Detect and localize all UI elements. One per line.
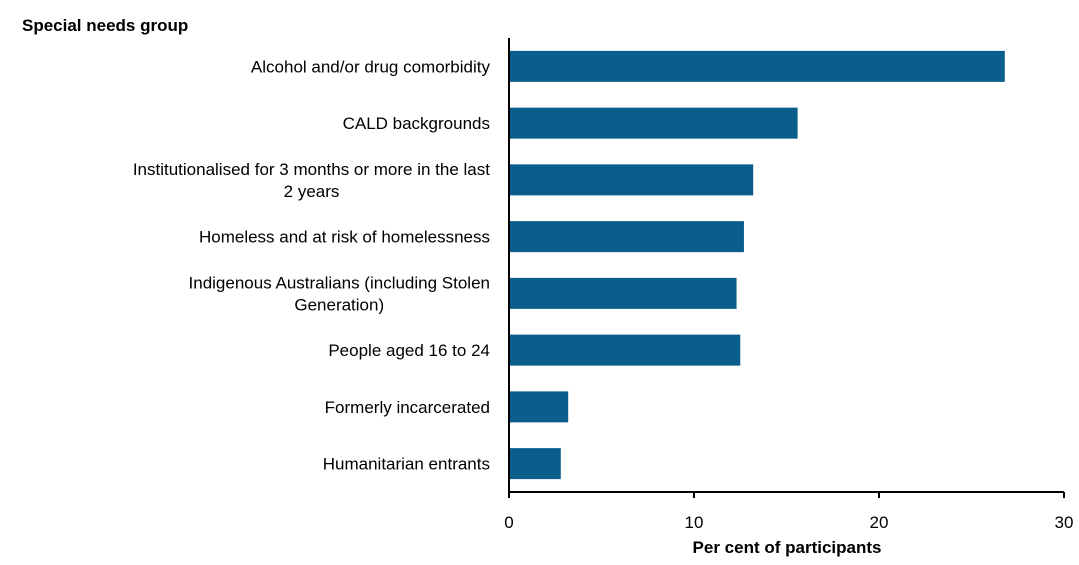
category-label-3: Homeless and at risk of homelessness [199, 228, 490, 247]
x-tick-label-3: 30 [1055, 513, 1074, 532]
bar-5 [509, 334, 741, 366]
y-axis-title: Special needs group [22, 16, 188, 35]
category-label-2-line-1: 2 years [284, 182, 340, 201]
bars-group [509, 50, 1005, 480]
category-labels-group: Alcohol and/or drug comorbidity CALD back… [133, 57, 491, 473]
bar-0 [509, 50, 1005, 82]
x-ticks-group: 0 10 20 30 [504, 492, 1073, 532]
category-label-4-line-0: Indigenous Australians (including Stolen [189, 273, 490, 292]
category-label-7: Humanitarian entrants [323, 455, 490, 474]
x-tick-label-2: 20 [870, 513, 889, 532]
category-label-2-line-0: Institutionalised for 3 months or more i… [133, 160, 490, 179]
bar-3 [509, 221, 744, 253]
bar-6 [509, 391, 569, 423]
bar-2 [509, 164, 754, 196]
bar-4 [509, 277, 737, 309]
category-label-0: Alcohol and/or drug comorbidity [251, 57, 491, 76]
category-label-1: CALD backgrounds [343, 114, 490, 133]
bar-1 [509, 107, 798, 139]
x-tick-label-0: 0 [504, 513, 513, 532]
category-label-4-line-1: Generation) [294, 295, 384, 314]
x-tick-label-1: 10 [685, 513, 704, 532]
x-axis-title: Per cent of participants [693, 538, 882, 557]
category-label-5: People aged 16 to 24 [328, 341, 490, 360]
bar-7 [509, 448, 561, 480]
category-label-6: Formerly incarcerated [325, 398, 490, 417]
